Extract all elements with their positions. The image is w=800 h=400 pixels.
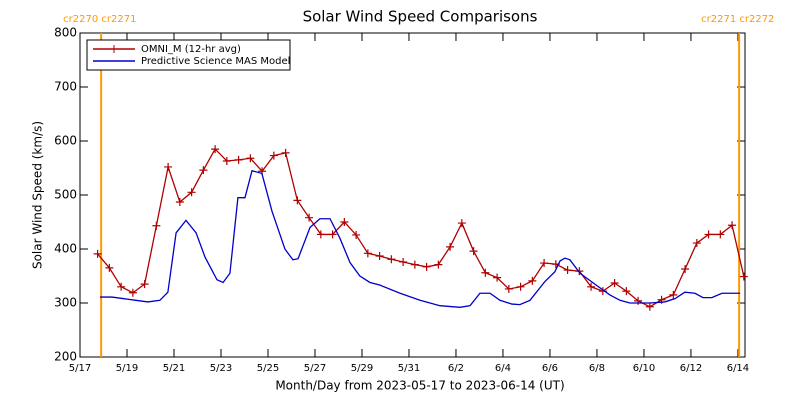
chart-title: Solar Wind Speed Comparisons	[303, 8, 538, 26]
data-point	[516, 282, 525, 291]
data-point	[128, 288, 137, 297]
data-point	[105, 263, 114, 272]
data-point	[234, 155, 243, 164]
x-tick-label: 6/10	[633, 363, 655, 374]
y-axis-label: Solar Wind Speed (km/s)	[31, 121, 45, 269]
data-point	[610, 279, 619, 288]
x-tick-label: 5/31	[398, 363, 420, 374]
data-point	[222, 156, 231, 165]
data-point	[164, 162, 173, 171]
legend-box	[86, 39, 291, 71]
data-point	[363, 249, 372, 258]
x-tick-label: 6/2	[448, 363, 464, 374]
data-point	[152, 221, 161, 230]
x-tick-label: 5/23	[210, 363, 232, 374]
data-point	[457, 219, 466, 228]
x-tick-label: 6/4	[495, 363, 511, 374]
x-axis-label: Month/Day from 2023-05-17 to 2023-06-14 …	[275, 379, 564, 393]
data-point	[704, 230, 713, 239]
x-tick-label: 5/25	[257, 363, 279, 374]
data-point	[140, 280, 149, 289]
data-point	[269, 151, 278, 160]
data-point	[645, 302, 654, 311]
data-point	[669, 290, 678, 299]
data-point	[692, 239, 701, 248]
data-point	[199, 166, 208, 175]
data-point	[246, 154, 255, 163]
data-point	[316, 230, 325, 239]
data-point	[716, 230, 725, 239]
data-point	[493, 273, 502, 282]
x-tick-label: 6/6	[542, 363, 558, 374]
data-point	[375, 252, 384, 261]
data-point	[305, 213, 314, 222]
data-point	[739, 272, 748, 281]
x-tick-label: 5/19	[116, 363, 138, 374]
data-point	[446, 242, 455, 251]
data-point	[728, 221, 737, 230]
data-point	[187, 188, 196, 197]
data-point	[175, 198, 184, 207]
y-tick-label: 600	[54, 134, 77, 148]
data-point	[622, 287, 631, 296]
x-tick-label: 6/12	[680, 363, 702, 374]
annotation-label: cr2271 cr2272	[701, 14, 774, 25]
data-point	[681, 264, 690, 273]
annotation-label: cr2270 cr2271	[63, 14, 136, 25]
data-point	[563, 266, 572, 275]
data-point	[328, 230, 337, 239]
data-point	[117, 282, 126, 291]
data-point	[540, 259, 549, 268]
x-tick-label: 5/29	[351, 363, 373, 374]
data-point	[399, 257, 408, 266]
y-tick-label: 200	[54, 350, 77, 364]
data-point	[422, 262, 431, 271]
data-point	[281, 148, 290, 157]
legend-label: Predictive Science MAS Model	[141, 56, 290, 67]
data-point	[481, 268, 490, 277]
data-point	[293, 196, 302, 205]
series-line	[99, 169, 741, 308]
y-tick-label: 300	[54, 296, 77, 310]
x-tick-label: 5/21	[163, 363, 185, 374]
data-point	[352, 230, 361, 239]
legend-label: OMNI_M (12-hr avg)	[141, 44, 241, 55]
y-tick-label: 700	[54, 80, 77, 94]
series-line	[97, 148, 745, 308]
data-point	[575, 267, 584, 276]
data-point	[387, 255, 396, 264]
x-tick-label: 5/17	[69, 363, 91, 374]
legend-marker	[110, 45, 118, 53]
data-point	[93, 249, 102, 258]
data-point	[504, 284, 513, 293]
x-tick-label: 6/14	[727, 363, 749, 374]
data-point	[528, 276, 537, 285]
data-point	[434, 260, 443, 269]
x-tick-label: 5/27	[304, 363, 326, 374]
x-tick-label: 6/8	[589, 363, 605, 374]
data-point	[587, 282, 596, 291]
data-point	[410, 260, 419, 269]
data-point	[340, 218, 349, 226]
data-point	[211, 145, 220, 154]
y-tick-label: 500	[54, 188, 77, 202]
data-point	[469, 247, 478, 256]
y-tick-label: 800	[54, 26, 77, 40]
y-tick-label: 400	[54, 242, 77, 256]
